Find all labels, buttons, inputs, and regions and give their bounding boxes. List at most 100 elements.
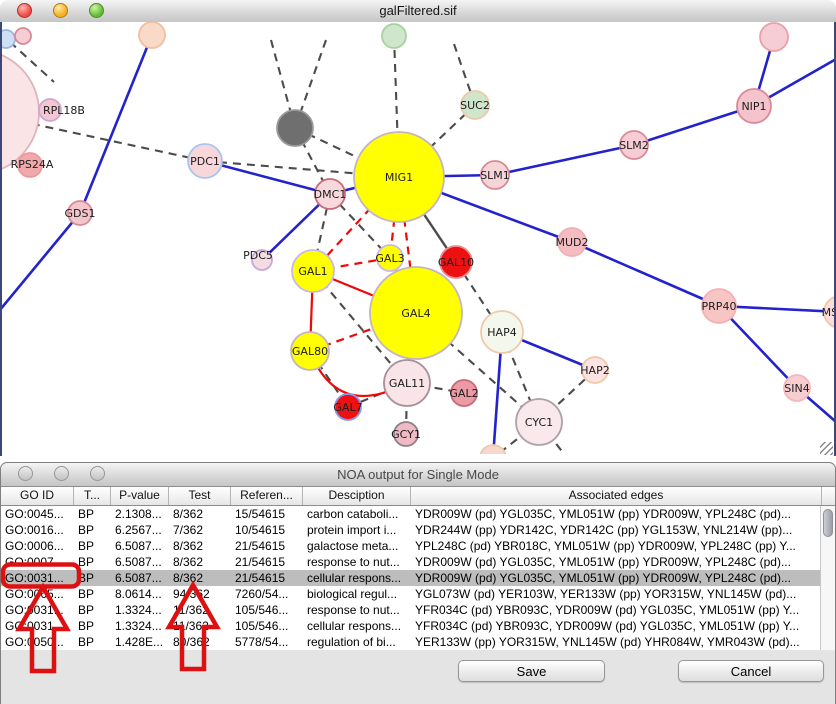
table-row[interactable]: GO:0065... BP 8.0614... 94/362 7260/54... bio… <box>1 586 835 602</box>
table-row[interactable]: GO:0016... BP 6.2567... 7/362 10/54615 protei… <box>1 522 835 538</box>
table-row[interactable]: GO:0050... BP 1.428E... 80/362 5778/54... reg… <box>1 634 835 650</box>
table-cell: 105/546... <box>235 603 289 617</box>
column-header-associated-edges[interactable]: Associated edges <box>411 487 822 505</box>
network-canvas[interactable]: RPL18B RPS24A GDS1 PDC1 MIG1 DMC1 PDC5 SUC2 SLM1… <box>0 22 836 456</box>
close-icon[interactable] <box>18 466 33 481</box>
network-edge <box>2 212 82 310</box>
node-label-MUD2: MUD2 <box>555 236 588 249</box>
node-NIP1[interactable] <box>736 88 772 124</box>
column-header-desciption[interactable]: Desciption <box>303 487 411 505</box>
table-cell: response to nut... <box>307 555 400 569</box>
table-cell: 8/362 <box>173 539 204 553</box>
node-GAL80[interactable] <box>290 331 330 371</box>
node-SLM1[interactable] <box>480 160 510 190</box>
close-icon[interactable] <box>17 3 32 18</box>
save-button[interactable]: Save <box>458 660 605 682</box>
node-MUD2[interactable] <box>557 227 587 257</box>
table-cell: BP <box>78 571 95 585</box>
node-GAL2[interactable] <box>450 379 478 407</box>
minimize-icon[interactable] <box>53 3 68 18</box>
table-row[interactable]: GO:0045... BP 2.1308... 8/362 15/54615 carbon… <box>1 506 835 522</box>
node-label-GAL10: GAL10 <box>438 256 474 269</box>
traffic-lights <box>17 3 104 18</box>
node-unlabeled[interactable] <box>276 109 314 147</box>
table-cell: 10/54615 <box>235 523 286 537</box>
node-SUC2[interactable] <box>460 90 490 120</box>
table-cell: BP <box>78 555 95 569</box>
noa-window-title: NOA output for Single Mode <box>337 467 499 482</box>
node-unlabeled[interactable] <box>381 23 407 49</box>
node-label-MIG1: MIG1 <box>385 171 413 184</box>
node-GCY1[interactable] <box>393 421 419 447</box>
network-edge <box>571 240 720 308</box>
node-DMC1[interactable] <box>314 178 346 210</box>
node-unlabeled[interactable] <box>138 22 166 49</box>
minimize-icon[interactable] <box>54 466 69 481</box>
column-header-t-[interactable]: T... <box>74 487 111 505</box>
node-PDC5[interactable] <box>251 249 273 271</box>
table-row[interactable]: GO:0006... BP 6.5087... 8/362 21/54615 galact… <box>1 538 835 554</box>
table-cell: YPL248C (pd) YBR018C, YML051W (pp) YDR00… <box>415 539 796 553</box>
column-header-referen-[interactable]: Referen... <box>231 487 303 505</box>
node-label-HAP3: HAP3 <box>478 452 507 454</box>
node-unlabeled[interactable] <box>2 29 16 49</box>
column-header-test[interactable]: Test <box>169 487 231 505</box>
table-cell: BP <box>78 603 95 617</box>
node-HAP2[interactable] <box>581 356 609 384</box>
table-cell: 21/54615 <box>235 555 286 569</box>
table-row[interactable]: GO:0031... BP 1.3324... 11/362 105/546... res… <box>1 602 835 618</box>
table-cell: GO:0045... <box>5 507 64 521</box>
node-label-GAL4: GAL4 <box>401 307 430 320</box>
table-header-row: GO ID T... P-value Test Referen... Desciption… <box>1 487 835 506</box>
table-cell: GO:0050... <box>5 635 64 649</box>
cancel-button[interactable]: Cancel <box>678 660 824 682</box>
node-RPL18B[interactable] <box>38 98 62 122</box>
node-label-PRP40: PRP40 <box>702 300 737 313</box>
table-cell: 1.3324... <box>115 619 162 633</box>
node-label-GAL2: GAL2 <box>449 387 478 400</box>
node-PRP40[interactable] <box>701 288 737 324</box>
node-GAL3[interactable] <box>376 244 404 272</box>
node-unlabeled[interactable] <box>14 27 32 45</box>
go-term-table: GO ID T... P-value Test Referen... Desciption… <box>1 487 835 650</box>
node-SIN4[interactable] <box>783 374 811 402</box>
node-label-NIP1: NIP1 <box>741 100 766 113</box>
table-cell: 11/362 <box>173 603 209 617</box>
scrollbar-thumb[interactable] <box>823 509 833 537</box>
node-GAL11[interactable] <box>383 359 431 407</box>
resize-grip-icon[interactable] <box>820 442 833 455</box>
table-cell: YFR034C (pd) YBR093C, YDR009W (pd) YGL03… <box>415 603 800 617</box>
node-MSN[interactable] <box>823 296 834 328</box>
node-HAP4[interactable] <box>480 310 524 354</box>
table-row[interactable]: GO:0007... BP 6.5087... 8/362 21/54615 respon… <box>1 554 835 570</box>
zoom-icon[interactable] <box>89 3 104 18</box>
zoom-icon[interactable] <box>90 466 105 481</box>
table-cell: 80/362 <box>173 635 210 649</box>
table-cell: 8/362 <box>173 507 204 521</box>
node-GAL4[interactable] <box>369 266 463 360</box>
node-RPS24A[interactable] <box>17 152 43 178</box>
node-CYC1[interactable] <box>515 398 563 446</box>
node-PDC1[interactable] <box>187 143 223 179</box>
node-GAL1[interactable] <box>291 249 335 293</box>
table-cell: 7/362 <box>173 523 204 537</box>
table-cell: BP <box>78 539 95 553</box>
node-SLM2[interactable] <box>619 130 649 160</box>
node-GDS1[interactable] <box>67 200 93 226</box>
node-label-PDC1: PDC1 <box>190 155 220 168</box>
network-edge <box>294 127 400 178</box>
network-edge <box>9 41 55 83</box>
table-row[interactable]: GO:0031... BP 1.3324... 11/362 105/546... cel… <box>1 618 835 634</box>
node-MIG1[interactable] <box>353 131 445 223</box>
table-row[interactable]: GO:0031... BP 6.5087... 8/362 21/54615 cellul… <box>1 570 835 586</box>
node-GAL7[interactable] <box>334 393 362 421</box>
table-cell: 1.3324... <box>115 603 162 617</box>
table-cell: GO:0031... <box>5 603 64 617</box>
node-unlabeled[interactable] <box>759 22 789 52</box>
noa-window-titlebar: NOA output for Single Mode <box>1 463 835 487</box>
node-GAL10[interactable] <box>439 245 473 279</box>
column-header-go-id[interactable]: GO ID <box>1 487 74 505</box>
node-HAP3[interactable] <box>479 444 507 454</box>
column-header-p-value[interactable]: P-value <box>111 487 169 505</box>
vertical-scrollbar[interactable] <box>820 506 835 650</box>
